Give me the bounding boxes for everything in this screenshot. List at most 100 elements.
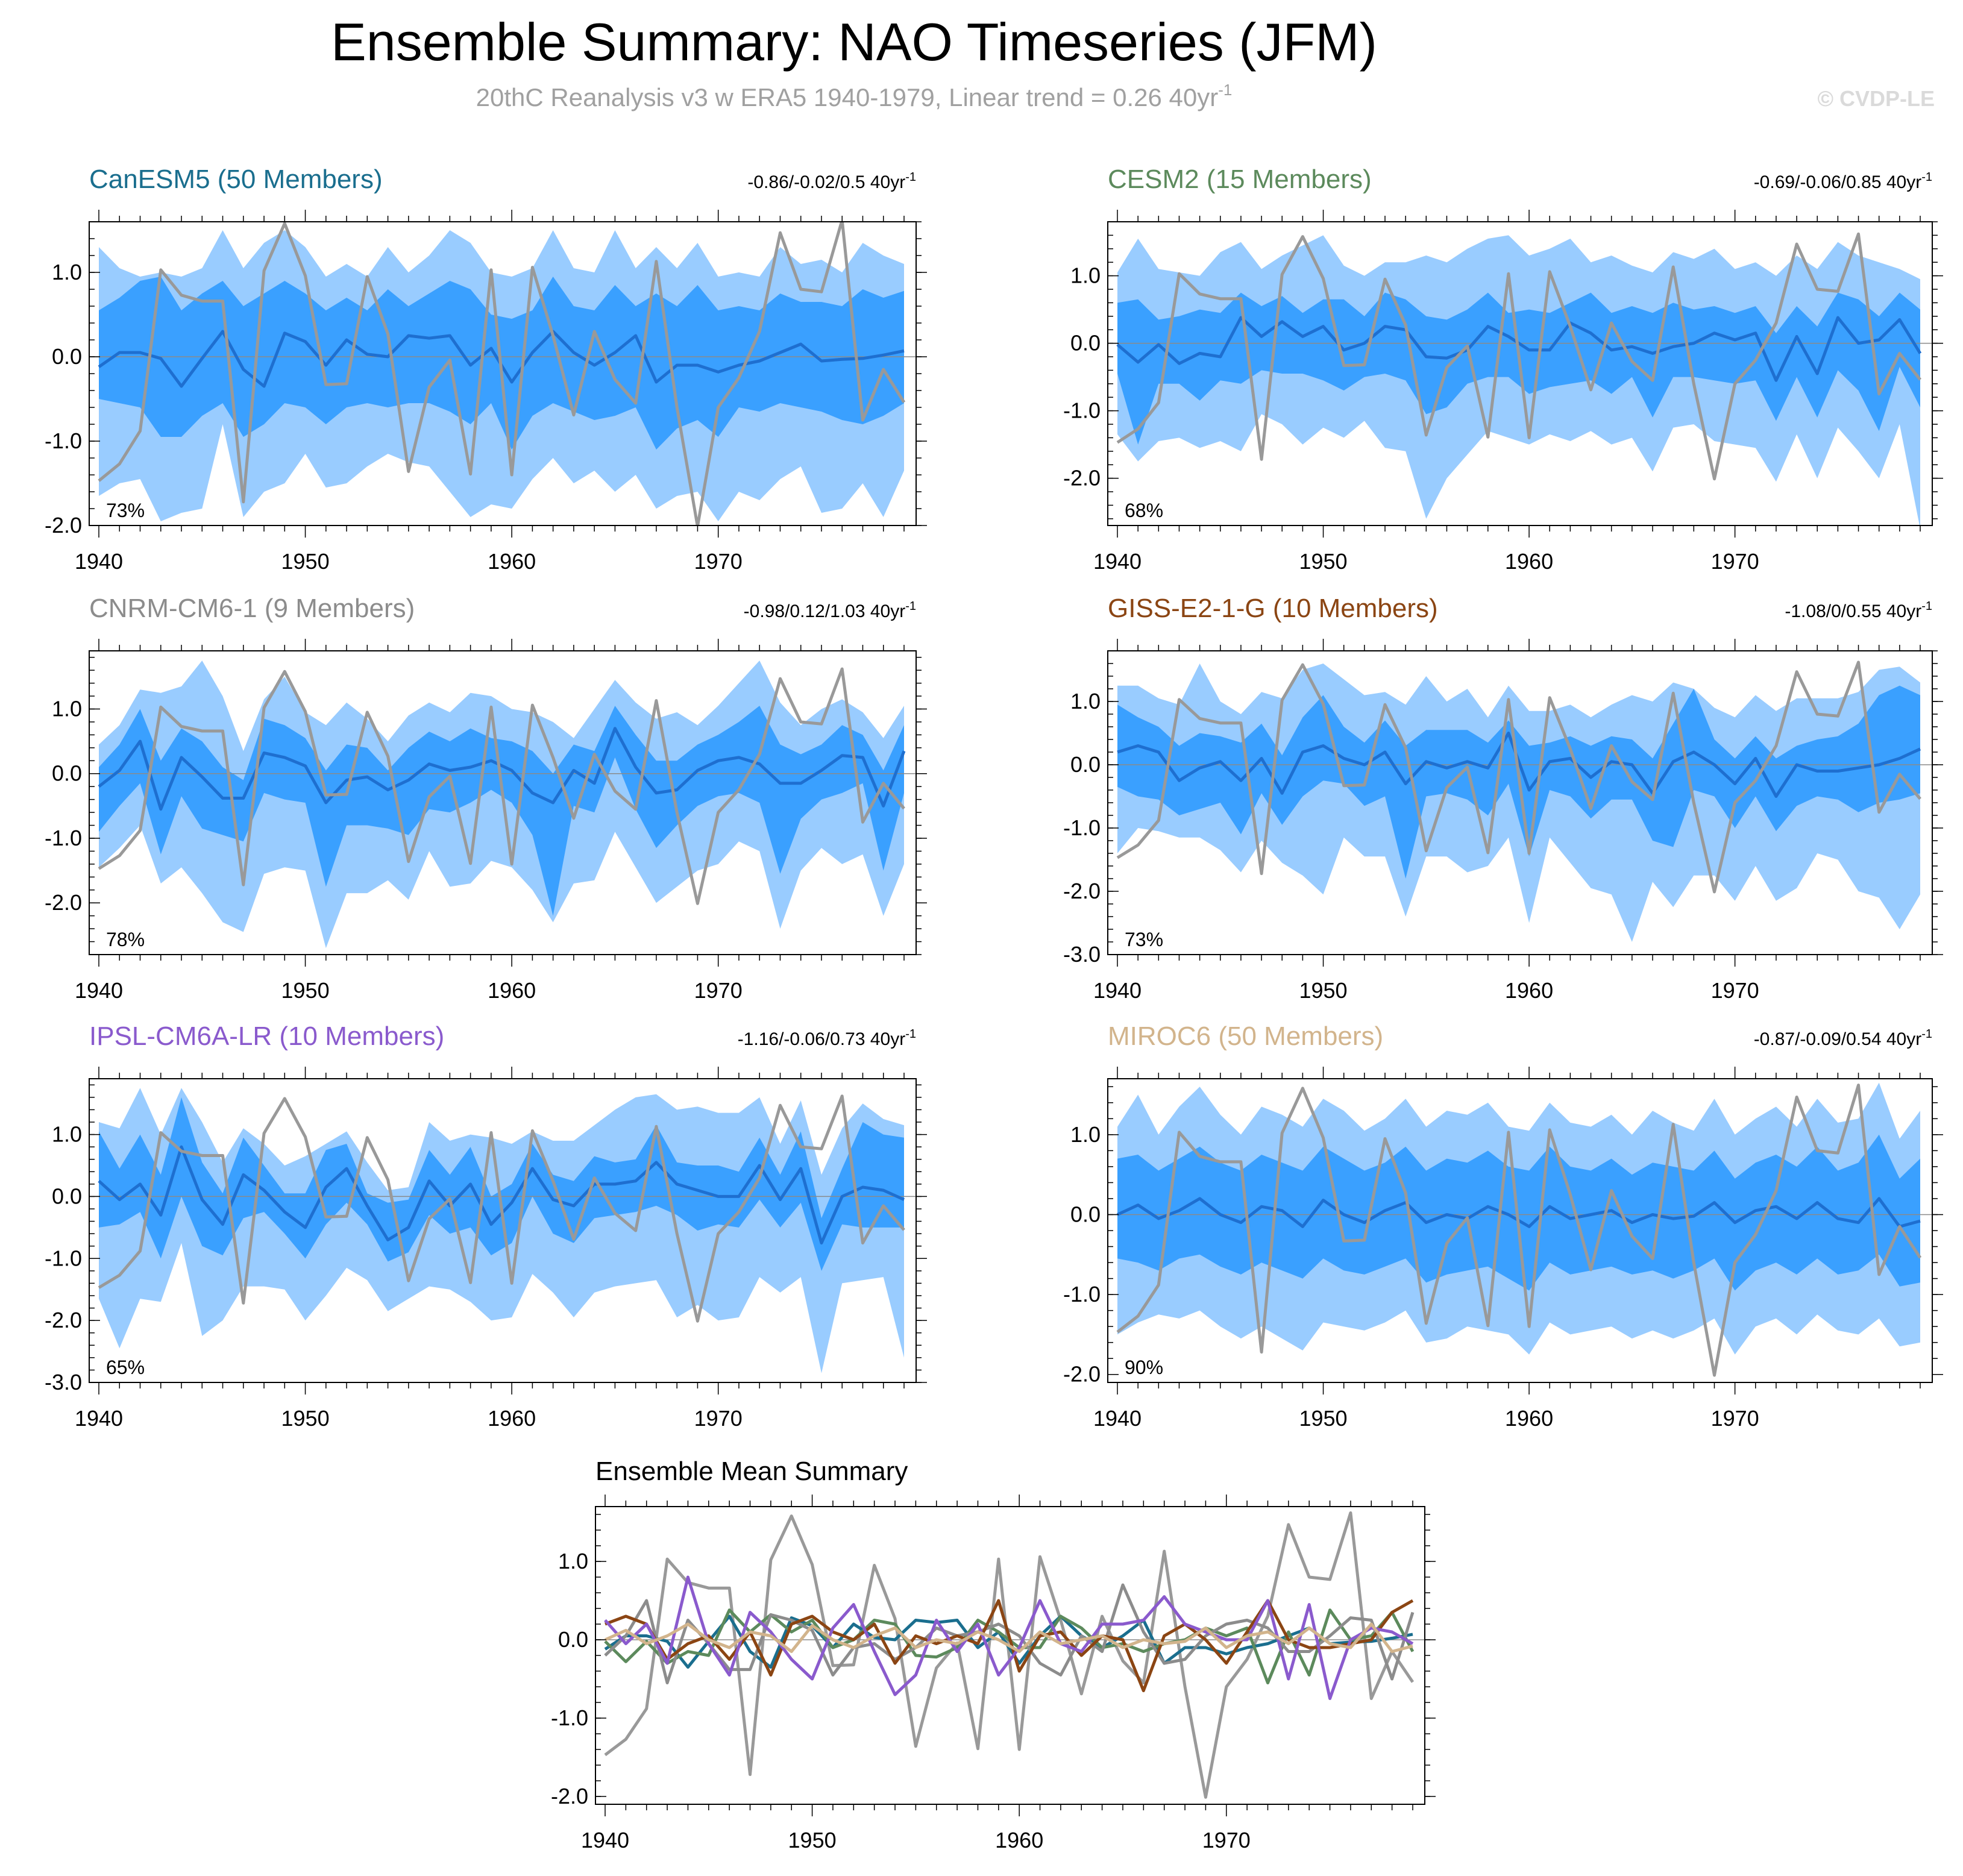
- percent-label: 73%: [106, 500, 145, 521]
- panel-range: -1.16/-0.06/0.73 40yr-1: [738, 1027, 916, 1049]
- series-line-miroc6: [604, 1622, 1413, 1653]
- panel-canesm5: CanESM5 (50 Members) -0.86/-0.02/0.5 40yr…: [45, 165, 927, 574]
- range-value: -0.87/-0.09/0.54 40yr: [1754, 1029, 1922, 1049]
- x-tick-label: 1960: [995, 1828, 1043, 1852]
- y-tick-label: -1.0: [1063, 1282, 1101, 1307]
- observed-line: [1116, 660, 1921, 894]
- range-sup: -1: [905, 600, 916, 613]
- range-sup: -1: [1921, 1027, 1932, 1041]
- x-tick-label: 1970: [694, 978, 743, 1003]
- range-sup: -1: [905, 171, 916, 184]
- panels: CanESM5 (50 Members) -0.86/-0.02/0.5 40yr…: [45, 165, 1943, 1852]
- x-tick-label: 1970: [1711, 1406, 1759, 1431]
- panel-range: -0.87/-0.09/0.54 40yr-1: [1754, 1027, 1932, 1049]
- y-tick-label: 1.0: [52, 697, 82, 721]
- plot-frame: [1107, 221, 1933, 526]
- x-tick-label: 1970: [694, 549, 743, 574]
- range-sup: -1: [1921, 171, 1932, 184]
- percent-label: 90%: [1125, 1357, 1163, 1378]
- y-tick-label: 1.0: [558, 1549, 588, 1573]
- panel-range: -1.08/0/0.55 40yr-1: [1785, 600, 1932, 621]
- y-tick-label: 0.0: [52, 1184, 82, 1208]
- plot-area: [1108, 1082, 1932, 1377]
- x-tick-label: 1940: [75, 1406, 123, 1431]
- panel-miroc6: MIROC6 (50 Members) -0.87/-0.09/0.54 40yr…: [1063, 1021, 1943, 1431]
- plot-area: [89, 660, 916, 949]
- x-tick-label: 1950: [1299, 978, 1347, 1003]
- inner-spread-band: [1117, 1134, 1920, 1291]
- plot-area: [89, 222, 916, 525]
- x-tick-label: 1950: [1299, 549, 1347, 574]
- panel-range: -0.98/0.12/1.03 40yr-1: [744, 600, 916, 621]
- y-tick-label: -1.0: [45, 1246, 82, 1270]
- x-tick-label: 1970: [1711, 549, 1759, 574]
- panel-title: GISS-E2-1-G (10 Members): [1108, 594, 1438, 623]
- x-tick-label: 1950: [1299, 1406, 1347, 1431]
- panel-ensmean: Ensemble Mean Summary 1.0 0.0 -1.0 -2.0 1940 1…: [551, 1457, 1436, 1852]
- x-tick-label: 1940: [75, 978, 123, 1003]
- y-tick-label: -3.0: [45, 1370, 82, 1394]
- y-tick-label: -2.0: [551, 1784, 588, 1809]
- ensemble-mean-line: [1117, 732, 1921, 798]
- x-tick-label: 1960: [488, 549, 536, 574]
- plot-area: [595, 1511, 1425, 1799]
- plot-area: [1108, 660, 1932, 942]
- observed-line: [98, 667, 905, 905]
- y-tick-label: 0.0: [52, 344, 82, 369]
- subtitle-main: 20thC Reanalysis v3 w ERA5 1940-1979, Li…: [476, 83, 1219, 111]
- x-tick-label: 1960: [488, 1406, 536, 1431]
- observed-line: [98, 222, 906, 525]
- panel-range: -0.69/-0.06/0.85 40yr-1: [1754, 171, 1932, 192]
- y-tick-label: -3.0: [1063, 942, 1101, 967]
- x-tick-label: 1960: [1505, 978, 1553, 1003]
- y-tick-label: 1.0: [1070, 689, 1101, 714]
- inner-spread-band: [99, 1097, 904, 1271]
- x-tick-label: 1950: [281, 1406, 330, 1431]
- y-tick-label: 1.0: [1070, 263, 1101, 288]
- figure-title: Ensemble Summary: NAO Timeseries (JFM): [331, 12, 1377, 72]
- inner-spread-band: [1117, 292, 1920, 445]
- y-tick-label: 1.0: [1070, 1122, 1101, 1147]
- x-tick-label: 1940: [1093, 978, 1142, 1003]
- plot-frame: [89, 650, 917, 955]
- panel-cnrm: CNRM-CM6-1 (9 Members) -0.98/0.12/1.03 40…: [45, 594, 927, 1003]
- y-tick-label: -2.0: [45, 513, 82, 538]
- range-value: -1.08/0/0.55 40yr: [1785, 601, 1921, 621]
- x-tick-label: 1940: [581, 1828, 629, 1852]
- observed-line: [98, 1094, 905, 1323]
- panel-title: CanESM5 (50 Members): [89, 165, 383, 194]
- y-tick-label: -2.0: [45, 1308, 82, 1332]
- panel-cesm2: CESM2 (15 Members) -0.69/-0.06/0.85 40yr-…: [1063, 165, 1943, 574]
- figure-subtitle: 20thC Reanalysis v3 w ERA5 1940-1979, Li…: [476, 81, 1233, 111]
- range-value: -0.69/-0.06/0.85 40yr: [1754, 172, 1922, 192]
- x-tick-label: 1960: [1505, 1406, 1553, 1431]
- panel-title: Ensemble Mean Summary: [595, 1457, 908, 1486]
- y-tick-label: -2.0: [1063, 466, 1101, 491]
- range-value: -0.98/0.12/1.03 40yr: [744, 601, 906, 621]
- observed-line: [1116, 232, 1921, 481]
- series-line-observations: [604, 1511, 1415, 1799]
- range-sup: -1: [905, 1027, 916, 1041]
- y-tick-label: 0.0: [1070, 1202, 1101, 1226]
- y-tick-label: -1.0: [45, 826, 82, 850]
- panel-title: MIROC6 (50 Members): [1108, 1021, 1383, 1051]
- y-tick-label: -2.0: [45, 890, 82, 915]
- inner-spread-band: [99, 706, 904, 916]
- percent-label: 65%: [106, 1357, 145, 1378]
- percent-label: 68%: [1125, 500, 1163, 521]
- percent-label: 78%: [106, 929, 145, 950]
- y-tick-label: 1.0: [52, 260, 82, 284]
- y-tick-label: -2.0: [1063, 1362, 1101, 1387]
- y-tick-label: 0.0: [52, 761, 82, 786]
- x-tick-label: 1950: [281, 549, 330, 574]
- panel-title: CESM2 (15 Members): [1108, 165, 1372, 194]
- panel-ipsl: IPSL-CM6A-LR (10 Members) -1.16/-0.06/0.7…: [45, 1021, 927, 1431]
- plot-frame: [89, 1078, 917, 1383]
- observed-line: [1116, 1084, 1922, 1377]
- y-tick-label: 0.0: [1070, 752, 1101, 777]
- range-value: -1.16/-0.06/0.73 40yr: [738, 1029, 906, 1049]
- x-tick-label: 1950: [281, 978, 330, 1003]
- outer-spread-band: [99, 660, 904, 949]
- panel-giss: GISS-E2-1-G (10 Members) -1.08/0/0.55 40y…: [1063, 594, 1943, 1003]
